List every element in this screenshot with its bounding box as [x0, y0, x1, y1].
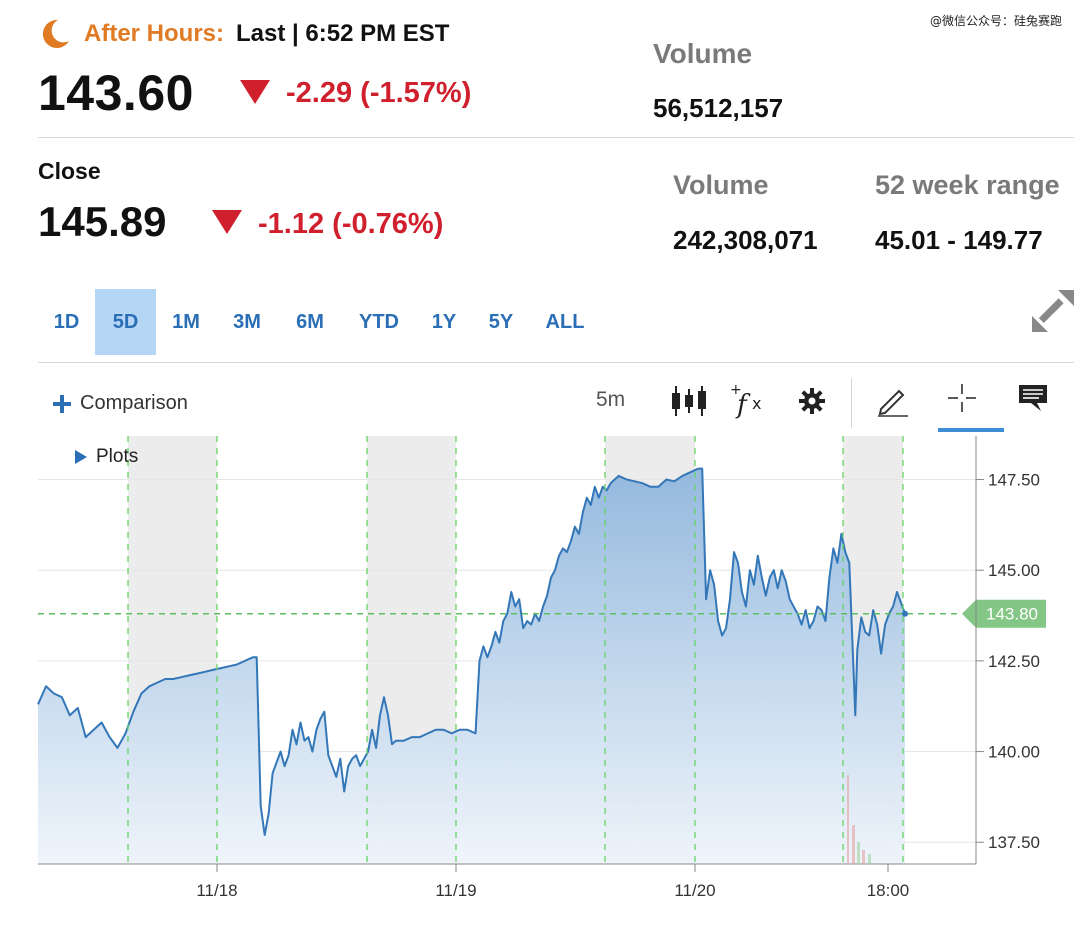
- y-tick-label: 147.50: [988, 471, 1040, 490]
- after-hours-header: After Hours: Last | 6:52 PM EST: [38, 14, 449, 54]
- after-hours-label: After Hours:: [84, 20, 225, 47]
- x-tick-label: 11/19: [435, 881, 476, 900]
- triangle-right-icon: [75, 450, 87, 464]
- pencil-icon[interactable]: [872, 380, 912, 420]
- range-1d[interactable]: 1D: [53, 310, 80, 333]
- toolbar-separator: [851, 378, 852, 428]
- price-line: [37, 467, 906, 836]
- y-tick-label: 137.50: [988, 833, 1040, 852]
- current-price-badge: 143.80: [962, 599, 1046, 628]
- volume-bar: [868, 854, 871, 864]
- crosshair-icon[interactable]: [942, 378, 982, 418]
- x-tick-label: 18:00: [867, 881, 910, 900]
- close-volume: 242,308,071: [673, 225, 818, 255]
- y-tick-label: 142.50: [988, 652, 1040, 671]
- comparison-button[interactable]: Comparison: [52, 392, 188, 415]
- moon-icon: [42, 19, 69, 48]
- svg-text:f: f: [735, 390, 751, 419]
- y-tick-label: 145.00: [988, 561, 1040, 580]
- volume-bars: [847, 775, 871, 864]
- volume-bar: [847, 775, 849, 864]
- range-all[interactable]: ALL: [545, 310, 585, 333]
- down-arrow-icon: [212, 210, 242, 234]
- volume-bar: [862, 850, 865, 864]
- expand-icon[interactable]: [1030, 288, 1076, 334]
- x-tick-label: 11/18: [196, 881, 237, 900]
- range-1y[interactable]: 1Y: [431, 310, 457, 333]
- close-price: 145.89: [38, 198, 167, 245]
- volume-bar: [852, 825, 855, 864]
- active-tool-indicator: [938, 428, 1004, 432]
- interval-selector[interactable]: 5m: [596, 388, 626, 411]
- plots-toggle[interactable]: Plots: [74, 446, 138, 468]
- volume-bar: [857, 842, 860, 864]
- divider: [38, 362, 1074, 363]
- y-tick-label: 140.00: [988, 743, 1040, 762]
- after-hours-volume-label: Volume: [653, 38, 753, 69]
- divider: [38, 137, 1074, 138]
- svg-text:x: x: [752, 394, 761, 413]
- range-5d[interactable]: 5D: [95, 289, 156, 355]
- price-chart[interactable]: 143.80 147.50 145.00 142.50 140.00 137.50 11…: [0, 430, 1080, 928]
- svg-text:+: +: [730, 383, 742, 398]
- range-ytd[interactable]: YTD: [359, 310, 399, 333]
- week52-range-label: 52 week range: [875, 170, 1060, 200]
- current-price-dot: [902, 610, 908, 617]
- after-hours-time: Last | 6:52 PM EST: [236, 20, 450, 47]
- range-1m[interactable]: 1M: [172, 310, 200, 333]
- function-icon[interactable]: + f x: [728, 381, 768, 421]
- after-hours-change: -2.29 (-1.57%): [286, 77, 472, 109]
- after-hours-price: 143.60: [38, 65, 194, 121]
- candlestick-icon[interactable]: [669, 381, 709, 421]
- plus-icon: [53, 394, 71, 413]
- x-tick-label: 11/20: [674, 881, 715, 900]
- close-label: Close: [38, 158, 101, 184]
- watermark: @微信公众号：硅兔赛跑: [929, 14, 1062, 28]
- close-volume-label: Volume: [673, 170, 769, 200]
- plots-label: Plots: [96, 446, 139, 467]
- range-6m[interactable]: 6M: [296, 310, 324, 333]
- price-area: [38, 468, 905, 864]
- down-arrow-icon: [240, 80, 270, 104]
- comparison-label: Comparison: [80, 392, 188, 414]
- gear-icon[interactable]: [792, 381, 832, 421]
- week52-range: 45.01 - 149.77: [875, 225, 1043, 255]
- range-3m[interactable]: 3M: [233, 310, 261, 333]
- current-price-label: 143.80: [986, 605, 1038, 624]
- after-hours-volume: 56,512,157: [653, 93, 784, 123]
- range-selector: 1D 5D 1M 3M 6M YTD 1Y 5Y ALL: [38, 289, 600, 355]
- comment-icon[interactable]: [1013, 378, 1053, 418]
- close-change: -1.12 (-0.76%): [258, 208, 444, 240]
- range-5y[interactable]: 5Y: [488, 310, 514, 333]
